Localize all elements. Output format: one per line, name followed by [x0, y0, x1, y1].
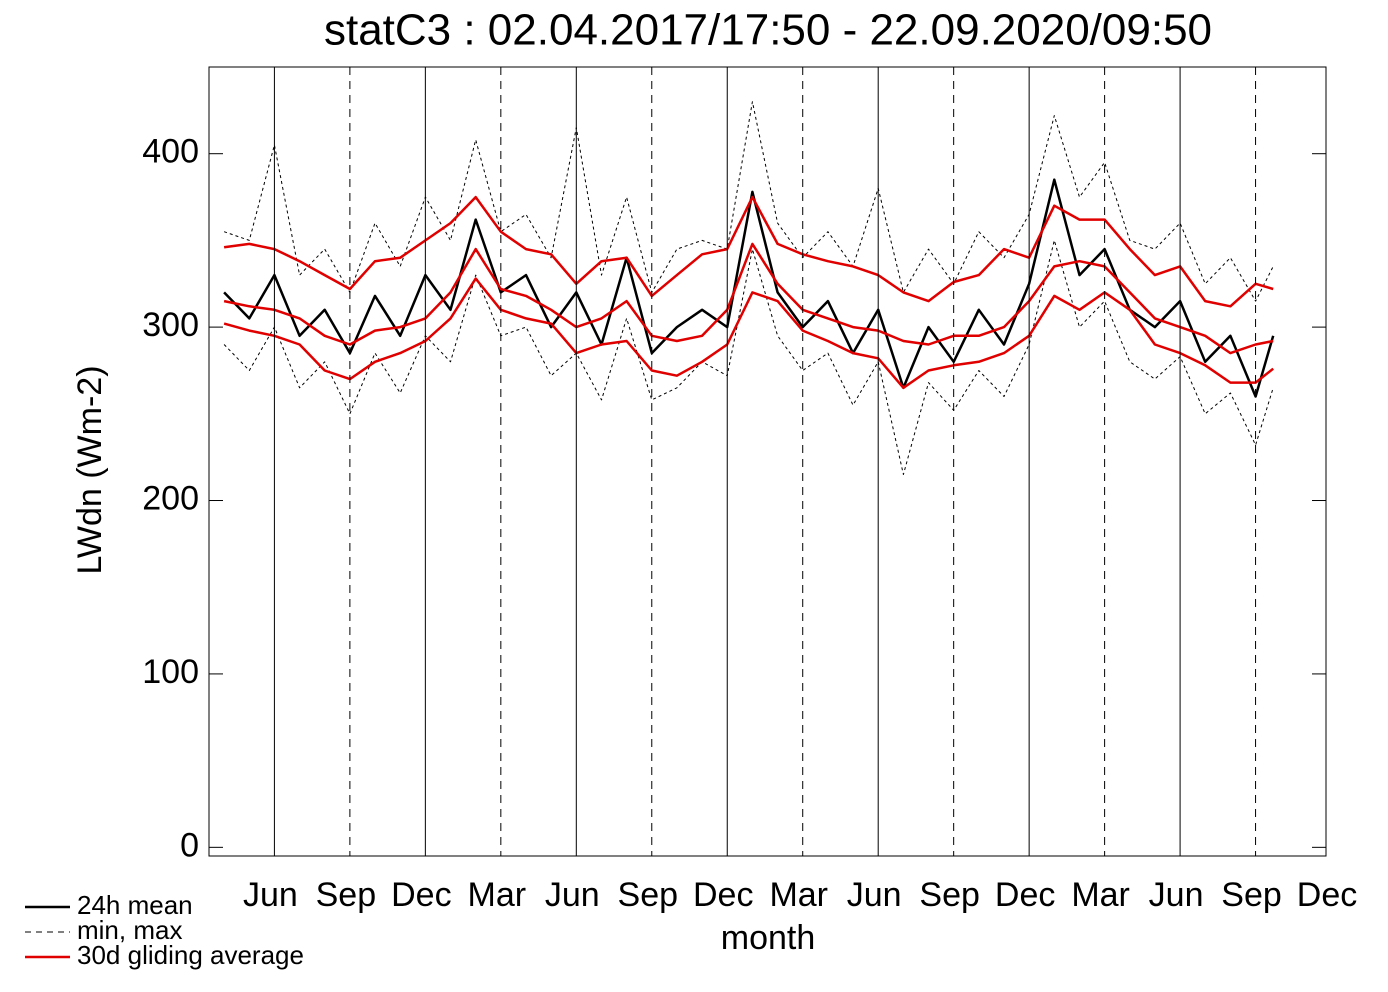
x-tick-label: Jun: [243, 876, 298, 914]
plot-area: [223, 101, 1275, 475]
x-tick-label: Dec: [995, 876, 1055, 914]
series-line: [223, 195, 1274, 308]
y-tick-label: 300: [142, 306, 199, 344]
x-tick-label: Sep: [1221, 876, 1282, 914]
x-tick-label: Sep: [316, 876, 377, 914]
series-line: [223, 277, 1274, 390]
legend-label: 30d gliding average: [77, 940, 304, 970]
legend-label: 24h mean: [77, 890, 193, 920]
x-tick-label: Mar: [468, 876, 527, 914]
x-tick-label: Dec: [1297, 876, 1357, 914]
x-tick-label: Jun: [847, 876, 902, 914]
legend-label: min, max: [77, 915, 182, 945]
series-line: [223, 101, 1274, 302]
x-tick-label: Sep: [618, 876, 679, 914]
chart-title: statC3 : 02.04.2017/17:50 - 22.09.2020/0…: [324, 6, 1212, 55]
y-tick-label: 0: [180, 826, 199, 864]
y-axis-label: LWdn (Wm-2): [71, 365, 109, 574]
x-tick-label: Dec: [391, 876, 451, 914]
x-axis-label: month: [721, 919, 816, 957]
x-tick-label: Jun: [545, 876, 600, 914]
x-tick-label: Sep: [919, 876, 980, 914]
x-tick-label: Mar: [769, 876, 828, 914]
x-tick-label: Dec: [693, 876, 753, 914]
y-tick-label: 200: [142, 480, 199, 518]
x-tick-label: Mar: [1071, 876, 1130, 914]
y-tick-label: 100: [142, 653, 199, 691]
x-tick-label: Jun: [1149, 876, 1204, 914]
plot-frame: [208, 66, 1327, 857]
y-tick-label: 400: [142, 133, 199, 171]
